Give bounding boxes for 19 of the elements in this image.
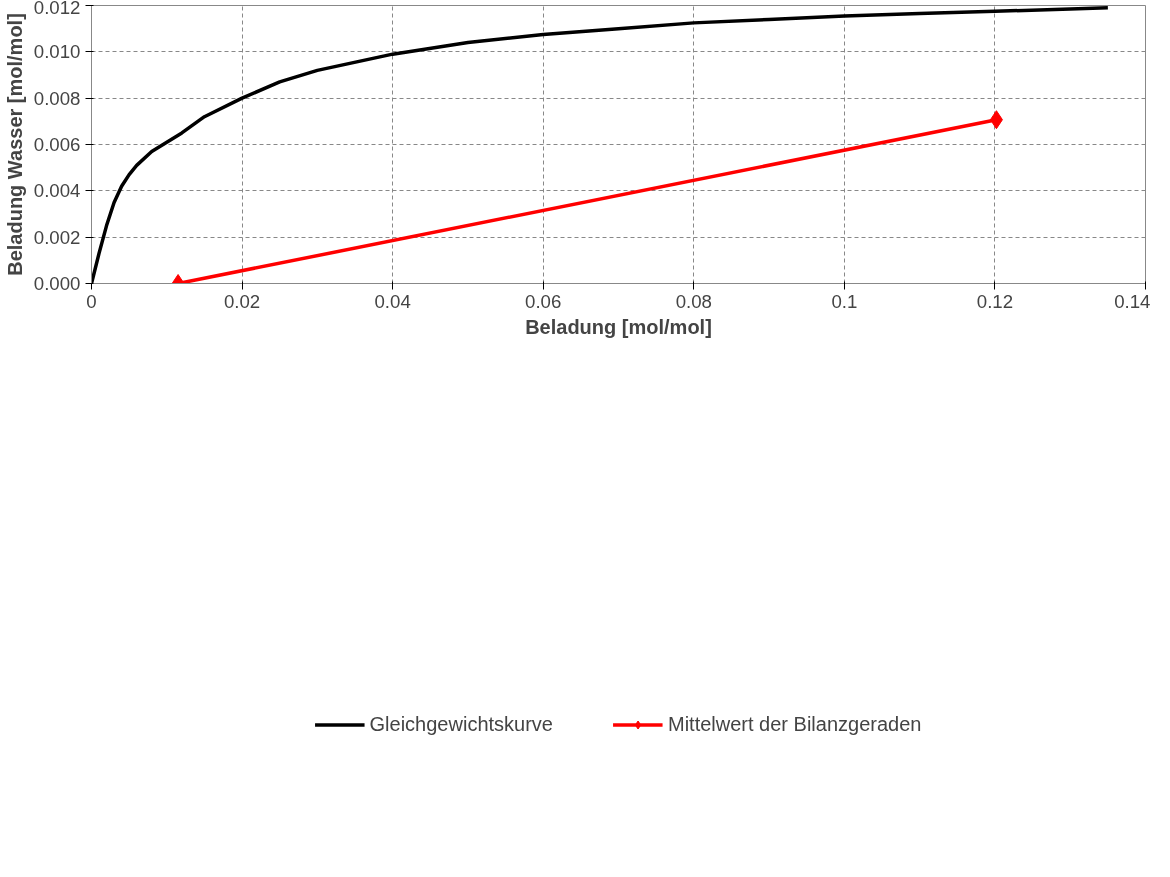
- legend-label: Mittelwert der Bilanzgeraden: [667, 712, 922, 736]
- x-tick-label: 0.1: [831, 290, 858, 312]
- x-tick-label: 0: [86, 290, 97, 312]
- x-tick-label: 0.14: [1114, 290, 1151, 312]
- x-axis-title: Beladung [mol/mol]: [525, 315, 712, 338]
- x-tick-label: 0.04: [374, 290, 411, 312]
- x-tick-label: 0.08: [675, 290, 712, 312]
- y-tick-label: 0.010: [33, 41, 81, 63]
- y-tick-label: 0.002: [33, 226, 81, 248]
- y-tick-label: 0.008: [33, 87, 81, 109]
- y-tick-label: 0.004: [33, 180, 81, 202]
- y-tick-label: 0.012: [33, 0, 81, 18]
- y-tick-label: 0.006: [33, 134, 81, 155]
- x-tick-label: 0.06: [525, 290, 562, 312]
- y-tick-label: 0.000: [33, 273, 81, 294]
- x-tick-label: 0.02: [223, 290, 261, 312]
- legend-label: Gleichgewichtskurve: [369, 712, 553, 736]
- y-axis-title: Beladung Wasser [mol/mol]: [3, 13, 26, 276]
- x-tick-label: 0.12: [976, 290, 1014, 312]
